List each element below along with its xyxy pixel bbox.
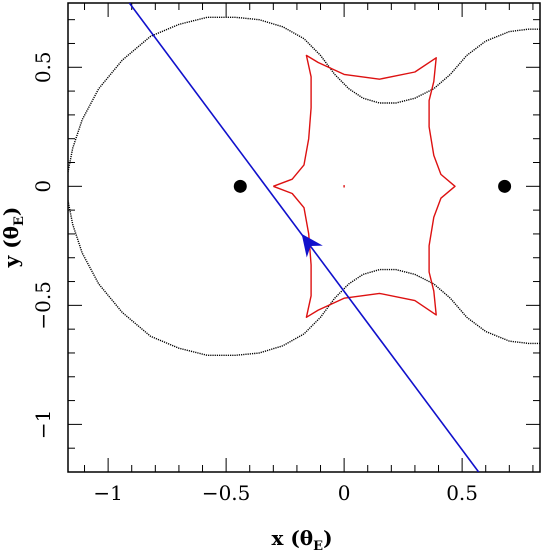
minor-ticks [68,3,540,472]
critical-curves [68,16,540,356]
major-ticks [68,3,540,472]
y-tick-label: 0 [31,180,55,193]
y-tick-label: −1 [31,410,55,439]
x-axis-label: x (θE) [271,526,332,554]
plot-frame [67,2,541,473]
y-tick-label: −0.5 [31,281,55,330]
lens-positions [233,179,512,193]
critical-curve [68,16,540,173]
tick-labels: −1 −0.5 0 0.5 −1 −0.5 0 0.5 [31,51,478,505]
x-tick-label: −0.5 [202,481,251,505]
y-tick-label: 0.5 [31,51,55,83]
x-tick-label: 0.5 [446,481,478,505]
caustics [273,54,456,318]
critical-curve [68,200,540,356]
trajectory-arrow [301,233,323,258]
lens-point [498,179,512,193]
x-tick-label: −1 [93,481,122,505]
y-axis-label: y (θE) [0,207,27,269]
x-tick-label: 0 [338,481,351,505]
lens-point [233,179,247,193]
source-trajectory [128,3,480,472]
caustic-curve [273,54,456,318]
